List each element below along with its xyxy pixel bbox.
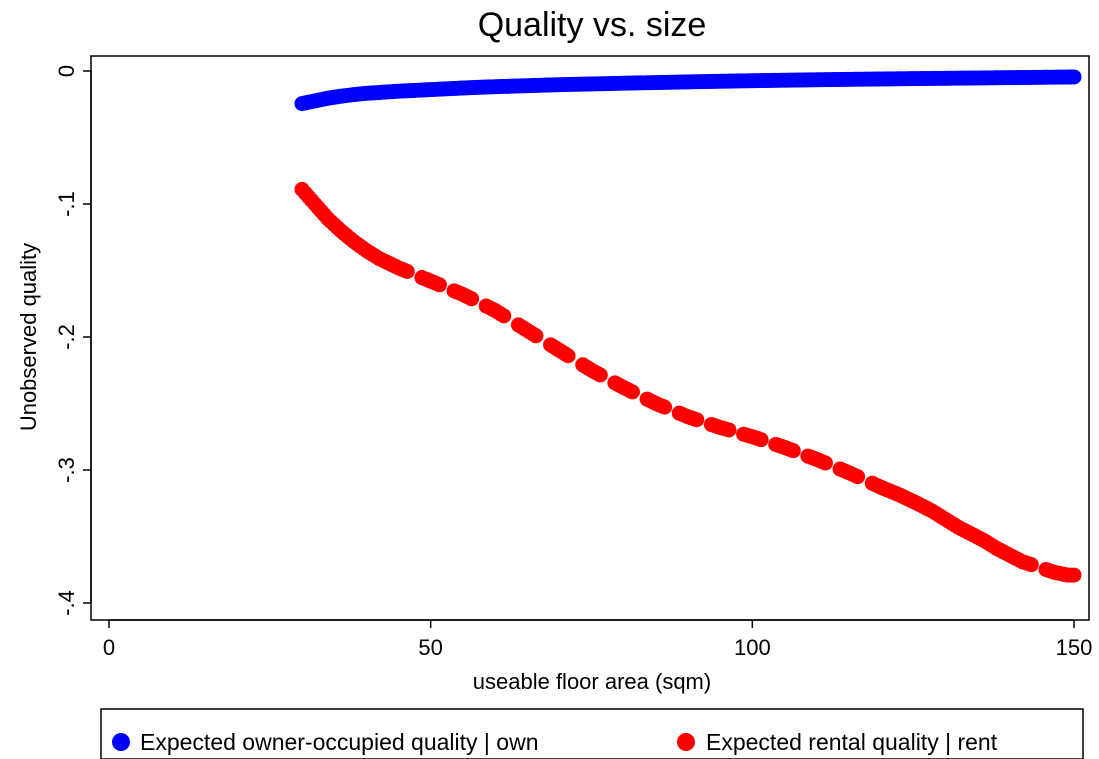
data-point-fill [850, 469, 866, 485]
x-axis-ticks: 0 50 100 150 [103, 620, 1092, 660]
y-axis-title: Unobserved quality [16, 243, 41, 431]
y-tick-label: -.1 [54, 191, 79, 217]
series-0 [294, 69, 1082, 112]
x-tick-label: 0 [103, 635, 115, 660]
data-point-fill [689, 412, 705, 428]
legend-label-rent: Expected rental quality | rent [706, 729, 998, 755]
data-point [1066, 567, 1082, 583]
data-point-fill [657, 399, 673, 415]
x-axis-title: useable floor area (sqm) [473, 669, 711, 694]
legend-marker-rent [677, 733, 695, 751]
x-tick-label: 100 [734, 635, 771, 660]
data-point-fill [560, 348, 576, 364]
y-tick-label: -.4 [54, 590, 79, 616]
data-point-fill [624, 384, 640, 400]
x-tick-label: 50 [418, 635, 442, 660]
chart-title: Quality vs. size [478, 6, 707, 44]
data-point-fill [785, 443, 801, 459]
data-point [1066, 69, 1082, 85]
data-point-fill [528, 328, 544, 344]
series-1 [294, 181, 1082, 583]
data-point-fill [592, 367, 608, 383]
data-point-fill [721, 422, 737, 438]
series-layer [294, 69, 1082, 583]
data-point-fill [817, 455, 833, 471]
y-tick-label: -.3 [54, 457, 79, 483]
data-point-fill [464, 291, 480, 307]
legend-box [100, 708, 1084, 759]
data-point-fill [431, 277, 447, 293]
data-point-fill [1023, 557, 1039, 573]
y-axis-ticks: 0 -.1 -.2 -.3 -.4 [54, 65, 91, 616]
data-point-fill [399, 263, 415, 279]
legend-label-own: Expected owner-occupied quality | own [140, 729, 538, 755]
x-tick-label: 150 [1056, 635, 1093, 660]
y-tick-label: -.2 [54, 324, 79, 350]
data-point-fill [753, 432, 769, 448]
data-point-fill [496, 308, 512, 324]
y-tick-label: 0 [54, 65, 79, 77]
legend-marker-own [112, 733, 130, 751]
